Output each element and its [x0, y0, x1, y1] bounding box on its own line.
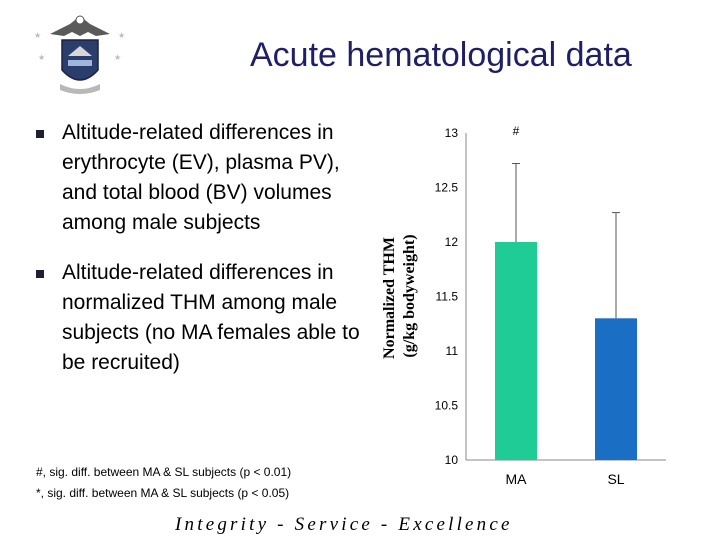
y-ticks: 10 10.5 11 11.5 12 12.5 13 [435, 126, 459, 467]
svg-text:★: ★ [118, 31, 125, 40]
significance-mark: # [513, 124, 520, 138]
square-bullet-icon [36, 270, 44, 278]
y-tick-label: 11.5 [436, 290, 459, 304]
bar-sl [595, 318, 637, 460]
significance-notes: #, sig. diff. between MA & SL subjects (… [36, 462, 291, 504]
bullet-item-1: Altitude-related differences in erythroc… [34, 118, 364, 238]
y-tick-label: 10.5 [435, 399, 459, 413]
bullet-text-2: Altitude-related differences in normaliz… [62, 261, 360, 374]
y-tick-label: 10 [445, 453, 459, 467]
svg-text:★: ★ [114, 53, 121, 62]
footer-motto: Integrity - Service - Excellence [175, 514, 513, 535]
x-tick-label-ma: MA [506, 471, 528, 487]
bars: MA # SL [495, 124, 637, 487]
bullet-item-2: Altitude-related differences in normaliz… [34, 258, 364, 378]
square-bullet-icon [36, 130, 44, 138]
y-axis-label-line-2: (g/kg bodyweight) [401, 234, 418, 357]
svg-text:★: ★ [34, 31, 41, 40]
thm-bar-chart: Normalized THM (g/kg bodyweight) 1010.51… [381, 124, 666, 487]
y-axis-label-line-1: Normalized THM [381, 237, 398, 359]
bar-ma [495, 242, 537, 460]
bullet-text-1: Altitude-related differences in erythroc… [62, 121, 340, 234]
bullet-list: Altitude-related differences in erythroc… [34, 118, 364, 398]
air-force-academy-crest-icon: ★ ★ ★ ★ [34, 15, 125, 94]
svg-text:★: ★ [38, 53, 45, 62]
y-tick-label: 13 [445, 126, 459, 140]
note-line-1: #, sig. diff. between MA & SL subjects (… [36, 465, 292, 479]
y-axis-label: Normalized THM (g/kg bodyweight) [381, 233, 418, 359]
x-tick-label-sl: SL [607, 471, 624, 487]
y-tick-label: 11 [446, 344, 459, 358]
slide-title: Acute hematological data [250, 36, 632, 74]
y-tick-label: 12.5 [435, 181, 459, 195]
note-line-2: *, sig. diff. between MA & SL subjects (… [36, 486, 290, 500]
y-tick-label: 12 [445, 235, 459, 249]
